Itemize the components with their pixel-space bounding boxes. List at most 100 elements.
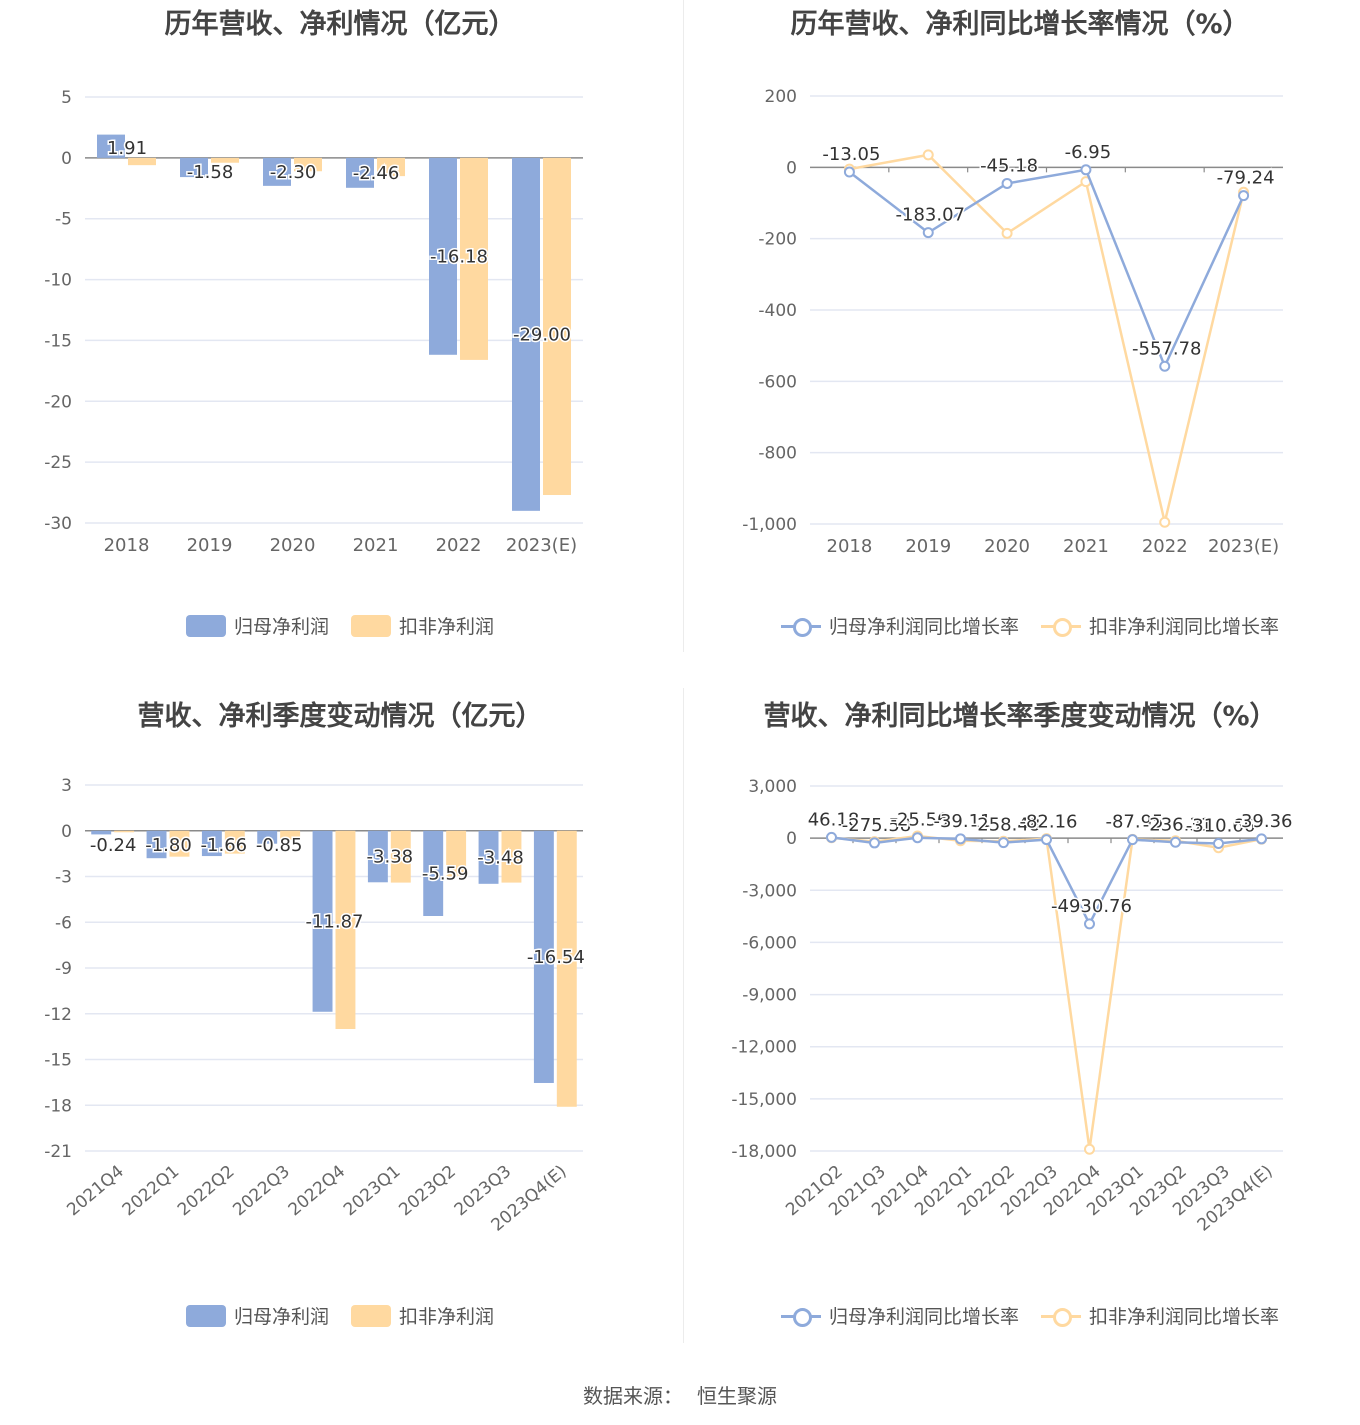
data-point [1170,836,1181,848]
legend-swatch-bar [351,614,392,637]
legend-item-series2[interactable]: 扣非净利润同比增长率 [1041,612,1279,639]
x-tick-label: 2020 [270,535,316,556]
y-tick-label: -9 [55,959,72,979]
x-tick-label: 2023Q1 [340,1162,405,1221]
data-label: -82.16 [1019,812,1077,833]
bar [146,830,167,859]
y-tick-label: -400 [758,301,797,321]
data-point [1238,190,1250,202]
y-tick-label: 0 [61,822,72,842]
data-label: -3.48 [477,847,524,868]
x-tick-label: 2022Q1 [119,1162,184,1221]
legend: 归母净利润 扣非净利润 [0,612,680,642]
data-label: -275.58 [842,815,911,836]
y-tick-label: -25 [44,453,72,473]
data-label: -16.54 [527,947,585,968]
chart-title: 营收、净利季度变动情况（亿元） [137,701,543,732]
data-label: -1.58 [187,162,234,183]
data-point [826,831,837,843]
legend-label: 扣非净利润同比增长率 [1089,616,1280,638]
x-tick-label: 2019 [905,536,951,557]
legend-item-series1[interactable]: 归母净利润 [185,612,329,639]
data-label: -4930.76 [1051,896,1132,917]
series-line [831,834,1262,1150]
legend-item-series2[interactable]: 扣非净利润 [351,612,494,639]
data-point [1001,227,1013,239]
legend-swatch-line [1041,615,1082,637]
data-point [869,837,880,849]
x-tick-label: 2018 [104,535,150,556]
source-label: 数据来源： [583,1384,683,1408]
data-label: 46.18 [808,809,860,830]
bar [377,157,405,177]
y-tick-label: 3 [61,776,72,796]
legend: 归母净利润同比增长率 扣非净利润同比增长率 [680,612,1360,642]
y-tick-label: -3 [55,868,72,888]
legend-item-series2[interactable]: 扣非净利润 [351,1302,494,1329]
data-label: -39.36 [1234,811,1292,832]
data-point [1080,164,1092,176]
data-label: -236.31 [1143,814,1212,835]
data-point [998,837,1009,849]
bar [423,830,444,916]
legend: 归母净利润 扣非净利润 [0,1302,680,1332]
y-tick-label: -20 [44,392,72,412]
y-tick-label: 0 [786,158,797,178]
x-tick-label: 2020 [984,536,1030,557]
chart-title: 历年营收、净利同比增长率情况（%） [790,9,1250,40]
panel-annual-profit: 历年营收、净利情况（亿元） 5 0 -5 -10 -15 -20 -25 -30 2018 201… [0,0,680,690]
y-tick-label: -800 [758,444,797,464]
data-label: -6.95 [1065,142,1112,163]
data-point [1084,1143,1095,1155]
panel-quarterly-growth: 营收、净利同比增长率季度变动情况（%） 3,000 0 -3,000 -6,000 -9… [680,690,1360,1380]
data-point [1213,838,1224,850]
y-tick-label: -6,000 [742,933,797,953]
data-point [955,833,966,845]
x-tick-label: 2021 [1063,536,1109,557]
quarterly-growth-chart: 3,000 0 -3,000 -6,000 -9,000 -12,000 -15,000 -1… [731,777,1294,1236]
y-tick-label: 5 [61,88,72,108]
legend-label: 归母净利润同比增长率 [828,616,1019,638]
data-point [1001,177,1013,189]
data-point [1084,918,1095,930]
bar [263,157,291,186]
legend-item-series1[interactable]: 归母净利润同比增长率 [780,612,1019,639]
x-tick-label: 2019 [187,535,233,556]
y-tick-label: -12,000 [731,1038,797,1058]
y-tick-label: 3,000 [748,777,797,797]
bar [257,830,278,844]
data-label: -2.30 [270,162,317,183]
bar [169,830,190,857]
y-tick-label: -1,000 [742,515,797,535]
bar [478,830,499,884]
data-label: -183.07 [896,205,965,226]
legend-item-series2[interactable]: 扣非净利润同比增长率 [1041,1302,1279,1329]
bar [180,157,208,178]
data-label: -1.66 [201,835,248,856]
annual-growth-chart: 200 0 -200 -400 -600 -800 -1,000 2018 2019 2020 20… [742,87,1283,557]
data-label: -0.85 [256,835,303,856]
y-tick-label: -21 [44,1142,72,1162]
legend-label: 扣非净利润同比增长率 [1089,1306,1280,1328]
x-tick-label: 2022Q2 [174,1162,239,1221]
quarterly-profit-chart: 30-3-6-9-12-15-18-212021Q42022Q12022Q220… [44,776,586,1236]
x-tick-label: 2021Q4 [63,1162,128,1221]
series-line [849,153,1245,523]
bar [501,830,522,883]
chart-title: 营收、净利同比增长率季度变动情况（%） [763,701,1277,732]
x-tick-label: 2022Q4 [285,1162,350,1221]
chart-title: 历年营收、净利情况（亿元） [164,9,516,40]
data-point [922,149,934,161]
data-point [1127,834,1138,846]
legend-item-series1[interactable]: 归母净利润同比增长率 [780,1302,1019,1329]
source-value: 恒生聚源 [697,1384,777,1408]
bar [201,830,222,857]
bar [346,157,374,188]
data-point [912,832,923,844]
data-label: -557.78 [1132,338,1201,359]
data-label: -16.18 [430,246,488,267]
x-tick-label: 2023Q2 [395,1162,460,1221]
data-label: -25.56 [890,810,948,831]
bar [97,134,125,158]
legend-item-series1[interactable]: 归母净利润 [185,1302,329,1329]
